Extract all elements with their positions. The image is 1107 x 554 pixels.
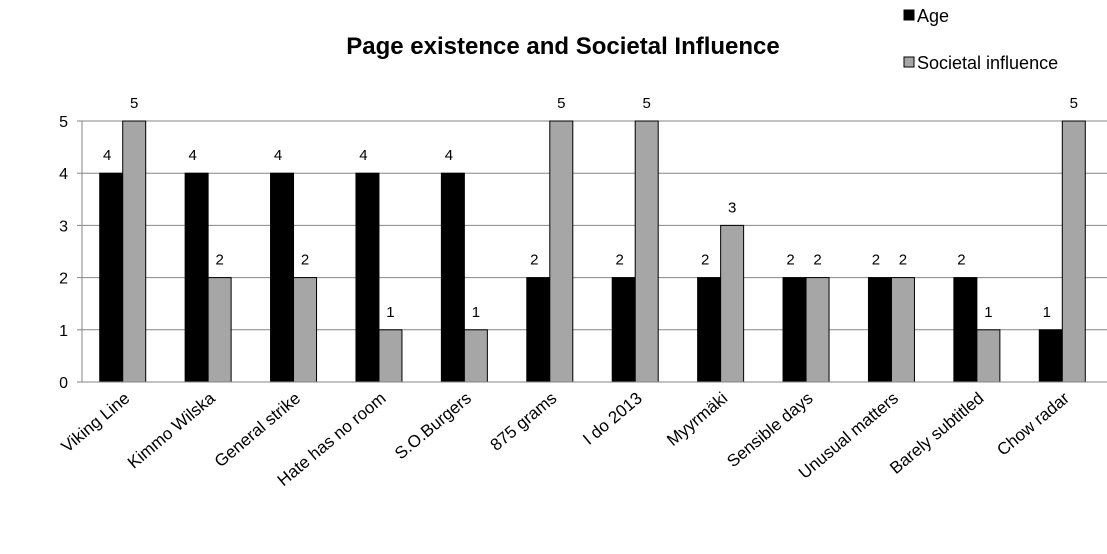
data-label: 5 [1070, 95, 1078, 112]
bar-societal-influence [976, 329, 1001, 383]
data-labels: 4 5 4 2 4 2 4 1 4 1 2 5 2 5 2 3 2 2 2 2 2 1 1 5 [103, 95, 1078, 321]
bar-age [526, 277, 551, 383]
data-label: 4 [188, 147, 196, 164]
legend-swatch [903, 56, 915, 68]
x-category-label: S.O.Burgers [391, 389, 475, 464]
x-category-label: I do 2013 [579, 389, 646, 449]
data-label: 2 [899, 252, 907, 269]
data-label: 5 [643, 95, 651, 112]
bar-societal-influence [720, 224, 745, 383]
x-category-label: 875 grams [487, 389, 561, 455]
data-label: 2 [215, 252, 223, 269]
x-category-label: Chow radar [993, 388, 1073, 459]
legend: Age Societal influence [903, 6, 1058, 73]
data-label: 2 [872, 252, 880, 269]
y-tick-label: 1 [59, 323, 68, 340]
data-label: 5 [130, 95, 138, 112]
data-label: 1 [984, 304, 992, 321]
data-label: 2 [957, 252, 965, 269]
y-tick-label: 5 [59, 114, 68, 131]
y-tick-label: 3 [59, 218, 68, 235]
data-label: 2 [813, 252, 821, 269]
x-category-label: Barely subtitled [886, 389, 987, 478]
bar-societal-influence [890, 277, 915, 383]
bar-age [611, 277, 636, 383]
y-tick-label: 2 [59, 271, 68, 288]
bar-age [697, 277, 722, 383]
legend-label: Age [917, 6, 949, 26]
bar-age [270, 172, 295, 383]
data-label: 2 [701, 252, 709, 269]
x-category-label: Kimmo Wilska [124, 388, 219, 472]
x-category-label: Sensible days [723, 389, 816, 472]
x-category-label: Viking Line [58, 389, 134, 457]
bar-societal-influence [805, 277, 830, 383]
data-label: 4 [103, 147, 111, 164]
bars [99, 120, 1086, 383]
y-tick-label: 4 [59, 166, 68, 183]
bar-age [355, 172, 380, 383]
data-label: 1 [386, 304, 394, 321]
chart-title: Page existence and Societal Influence [346, 33, 780, 60]
data-label: 2 [786, 252, 794, 269]
data-label: 3 [728, 199, 736, 216]
bar-societal-influence [549, 120, 574, 383]
bar-age [440, 172, 465, 383]
legend-swatch [903, 9, 915, 21]
bar-societal-influence [463, 329, 488, 383]
data-label: 2 [616, 252, 624, 269]
gridlines [82, 120, 1107, 331]
bar-age [1038, 329, 1063, 383]
bar-societal-influence [378, 329, 403, 383]
bar-age [782, 277, 807, 383]
bar-societal-influence [207, 277, 232, 383]
data-label: 1 [1043, 304, 1051, 321]
bar-societal-influence [634, 120, 659, 383]
data-label: 1 [472, 304, 480, 321]
bar-age [99, 172, 124, 383]
data-label: 2 [301, 252, 309, 269]
data-label: 2 [530, 252, 538, 269]
y-axis-ticks: 0 1 2 3 4 5 [59, 114, 82, 392]
data-label: 5 [557, 95, 565, 112]
legend-label: Societal influence [917, 53, 1058, 73]
data-label: 4 [274, 147, 282, 164]
y-tick-label: 0 [59, 375, 68, 392]
x-category-label: General strike [211, 389, 304, 472]
x-category-label: Myyrmäki [663, 389, 731, 450]
bar-societal-influence [293, 277, 318, 383]
data-label: 4 [359, 147, 367, 164]
bar-age [867, 277, 892, 383]
bar-societal-influence [1061, 120, 1086, 383]
bar-age [184, 172, 209, 383]
bar-societal-influence [122, 120, 147, 383]
bar-age [953, 277, 978, 383]
data-label: 4 [445, 147, 453, 164]
